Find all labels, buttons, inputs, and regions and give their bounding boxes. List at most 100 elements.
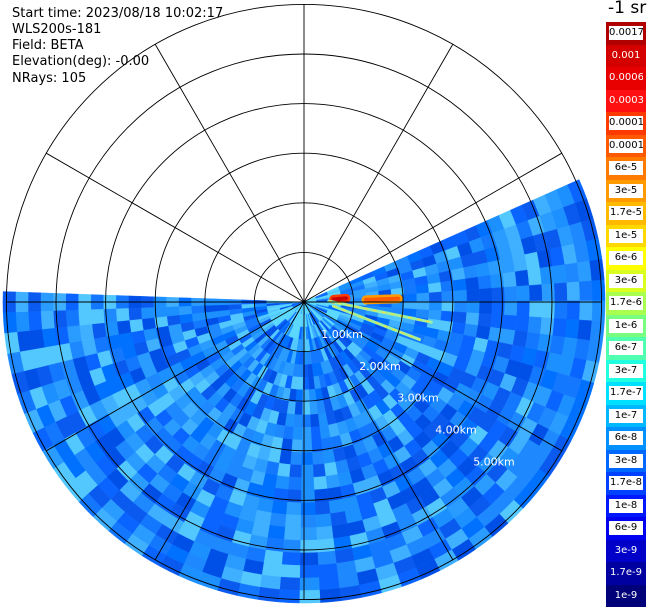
range-ring-label: 1.00km [321,328,363,341]
scan-sector-cell [128,307,143,321]
scan-sector-cell [261,562,282,578]
scan-sector-cell [502,271,517,288]
scan-sector-cell [516,300,531,317]
angular-gridline [46,152,305,303]
scan-sector-cell [116,319,132,335]
scan-sector-cell [502,314,518,331]
colorbar-tick-label: 3e-8 [609,453,643,468]
scan-sector-cell [454,301,468,313]
colorbar-tick-label: 0.001 [611,49,641,61]
scan-sector-cell [329,511,348,527]
scan-sector-cell [301,452,313,466]
colorbar-swatch: 0.001 [606,44,646,67]
colorbar-tick-label: 1e-6 [609,318,643,333]
scan-sector-cell [541,300,556,319]
scan-sector-cell [514,269,530,287]
scan-sector-cell [477,313,492,328]
scan-sector-cell [564,318,580,340]
colorbar-unit-label: -1 sr [608,0,647,18]
scan-sector-cell [323,461,338,477]
scan-sector-cell [313,476,328,491]
scan-sector-cell [301,464,314,478]
elevated-return-core [331,296,348,302]
scan-sector-cell [300,477,315,491]
scan-sector-cell [302,389,310,403]
scan-sector-cell [166,314,181,326]
colorbar-swatch: 0.00017 [606,112,646,135]
scan-sector-cell [79,323,95,341]
scan-sector-cell [259,574,281,590]
scan-sector-cell [576,260,592,283]
colorbar-tick-label: 6e-9 [609,521,643,535]
scan-sector-cell [465,276,480,291]
scan-sector-cell [428,291,443,302]
scan-sector-cell [311,451,325,466]
colorbar-tick-label: 0.0006 [609,72,643,83]
scan-sector-cell [276,462,291,478]
angular-gridline [154,301,305,560]
scan-sector-cell [284,514,301,528]
colorbar-tick-label: 1.7e-7 [609,386,643,400]
scan-sector-cell [475,262,491,278]
scan-sector-cell [466,301,480,314]
colorbar-swatch: 0.0003 [606,89,646,112]
colorbar-swatch: 1e-9 [606,584,646,607]
colorbar-swatch: 6e-6 [606,247,646,270]
scan-sector-cell [271,500,288,515]
scan-sector-cell [299,589,321,604]
field-label: Field: BETA [12,38,84,53]
colorbar-tick-label: 3e-7 [609,363,643,378]
colorbar-swatch: 1.7e-7 [606,382,646,405]
scan-sector-cell [299,539,318,554]
colorbar-swatch: 0.0017 [606,22,646,45]
angular-gridline [303,44,454,303]
scan-sector-cell [528,284,543,302]
scan-sector-cell [579,300,593,321]
colorbar-tick-label: 1.7e-8 [609,476,643,490]
colorbar-swatch: 3e-6 [606,269,646,292]
colorbar-tick-label: 1e-5 [609,228,643,243]
scan-sector-cell [554,300,568,320]
scan-sector-cell [299,552,319,566]
colorbar-swatch: 1e-5 [606,224,646,247]
colorbar-swatch: 1.7e-6 [606,292,646,315]
colorbar-swatch: 1e-7 [606,404,646,427]
colorbar-tick-label: 6e-6 [609,251,643,265]
scan-sector-cell [317,563,339,578]
scan-sector-cell [129,318,144,333]
scan-sector-cell [589,259,605,282]
colorbar-swatch: 3e-7 [606,359,646,382]
scan-sector-cell [503,286,518,302]
scan-sector-cell [178,305,192,316]
scan-sector-cell [579,280,593,302]
angular-gridline [303,301,454,560]
colorbar-swatch: 6e-7 [606,337,646,360]
scan-sector-cell [265,537,285,553]
scan-sector-cell [41,327,58,348]
scan-sector-cell [301,414,311,428]
scan-sector-cell [285,501,302,516]
scan-sector-cell [312,463,326,478]
scan-sector-cell [318,575,340,591]
scan-sector-cell [415,283,430,294]
scan-sector-cell [315,525,334,541]
scan-sector-cell [165,306,180,317]
scan-sector-cell [452,278,467,292]
range-ring-label: 3.00km [397,392,439,405]
colorbar-swatch: 0.0006 [606,67,646,90]
angular-gridline [46,301,305,452]
scan-sector-cell [403,293,418,302]
scan-sector-cell [403,301,418,310]
colorbar-swatch: 3e-8 [606,449,646,472]
range-ring-label: 5.00km [473,455,515,468]
scan-sector-cell [479,301,493,315]
colorbar-tick-label: 3e-5 [609,183,643,198]
scan-sector-cell [4,331,20,354]
scan-sector-cell [591,300,606,322]
colorbar-swatch: 0.0001 [606,134,646,157]
scan-sector-cell [309,401,319,415]
scan-sector-cell [65,309,80,327]
scan-sector-cell [54,326,70,346]
angular-gridline [303,301,562,452]
scan-sector-cell [566,300,581,321]
